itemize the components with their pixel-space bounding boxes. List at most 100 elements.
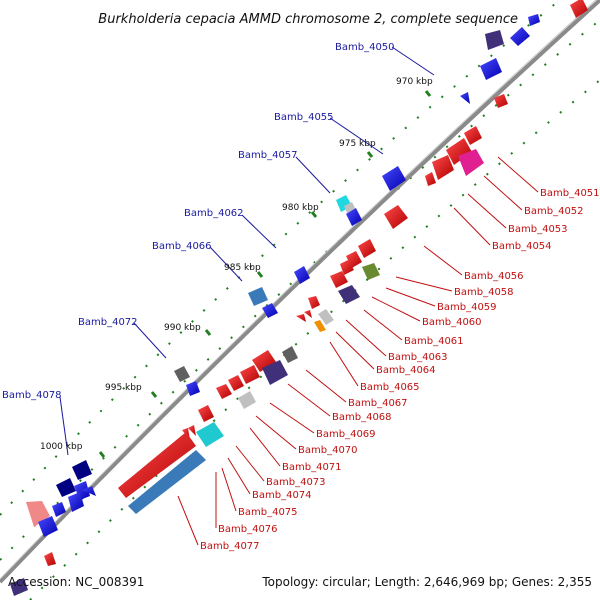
tick-label: 1000 kbp [40,442,83,452]
inner-leader-lines [177,156,539,546]
gene-block [570,0,588,18]
leader-line [345,319,387,357]
gene-block [528,14,540,26]
gene-block [188,425,196,436]
gene-block [510,27,530,46]
gene-block [382,166,406,191]
gene-block [494,94,508,108]
gene-block [238,391,256,409]
leader-line [295,156,331,194]
gene-block [118,432,196,498]
gene-block [52,502,66,517]
gene-block [252,350,276,372]
tick-label: 970 kbp [396,77,433,87]
gene-block [248,287,268,306]
gene-label[interactable]: Bamb_4073 [266,477,326,488]
gene-block [304,310,312,318]
dot-track-inner [29,79,600,600]
gene-label[interactable]: Bamb_4068 [332,412,392,423]
gene-label[interactable]: Bamb_4060 [422,317,482,328]
tick-mark [256,271,264,278]
gene-label[interactable]: Bamb_4065 [360,382,420,393]
gene-label[interactable]: Bamb_4074 [252,490,312,501]
leader-line [467,193,507,229]
leader-line [391,46,435,76]
dot-track-outer [0,0,561,516]
gene-label[interactable]: Bamb_4061 [404,336,464,347]
gene-label[interactable]: Bamb_4063 [388,352,448,363]
gene-block [38,516,58,537]
leader-line [329,341,359,387]
gene-block [262,360,288,385]
gene-block [26,501,50,527]
accession-text: Accession: NC_008391 [8,575,144,589]
gene-label[interactable]: Bamb_4057 [238,150,298,161]
gene-block [82,486,96,496]
gene-label[interactable]: Bamb_4052 [524,206,584,217]
genome-summary-text: Topology: circular; Length: 2,646,969 bp… [261,575,592,589]
gene-label[interactable]: Bamb_4059 [437,302,497,313]
leader-line [423,245,463,276]
inner-gene-labels: Bamb_4051 Bamb_4052 Bamb_4053 Bamb_4054 … [200,188,600,552]
gene-label[interactable]: Bamb_4051 [540,188,600,199]
gene-block [464,126,482,145]
gene-block [72,460,92,480]
leader-line [287,383,331,417]
leader-line [133,322,167,359]
tick-mark [98,451,106,458]
gene-label[interactable]: Bamb_4071 [282,462,342,473]
gene-block [216,384,232,399]
leader-line [221,467,237,512]
leader-line [249,427,281,467]
gene-label[interactable]: Bamb_4070 [298,445,358,456]
tick-label: 990 kbp [164,323,201,333]
gene-block [338,285,360,304]
leader-line [385,287,436,307]
gene-block [296,314,306,322]
gene-label[interactable]: Bamb_4055 [274,112,334,123]
gene-block [174,366,190,382]
leader-line [269,402,315,434]
gene-label[interactable]: Bamb_4058 [454,287,514,298]
gene-block [425,172,436,186]
gene-block [358,239,376,258]
gene-label[interactable]: Bamb_4075 [238,507,298,518]
gene-label[interactable]: Bamb_4064 [376,365,436,376]
gene-label[interactable]: Bamb_4053 [508,224,568,235]
gene-label[interactable]: Bamb_4076 [218,524,278,535]
gene-label[interactable]: Bamb_4050 [335,42,395,53]
tick-label: 980 kbp [282,203,319,213]
gene-label[interactable]: Bamb_4056 [464,271,524,282]
gene-block [432,155,454,180]
tick-label: 985 kbp [224,263,261,273]
tick-mark [310,211,318,218]
forward-genes [26,14,540,537]
gene-block [458,149,484,176]
leader-line [235,445,265,482]
leader-line [305,369,347,403]
gene-label[interactable]: Bamb_4077 [200,541,260,552]
gene-label[interactable]: Bamb_4072 [78,317,138,328]
leader-line [335,331,375,370]
reverse-genes [10,0,588,596]
gene-label[interactable]: Bamb_4067 [348,398,408,409]
gene-block [68,492,84,512]
gene-block [56,478,76,497]
gene-block [240,365,260,384]
gene-block [294,266,310,284]
gene-block [196,422,224,447]
gene-label[interactable]: Bamb_4054 [492,241,552,252]
gene-label[interactable]: Bamb_4078 [2,390,62,401]
tick-mark [366,151,374,158]
gene-block [308,296,320,309]
gene-block [10,578,28,596]
gene-block [228,375,244,391]
gene-label[interactable]: Bamb_4066 [152,241,212,252]
outer-gene-labels: Bamb_4050 Bamb_4055 Bamb_4057 Bamb_4062 … [2,42,395,401]
gene-label[interactable]: Bamb_4069 [316,429,376,440]
gene-block [485,30,504,50]
gene-label[interactable]: Bamb_4062 [184,208,244,219]
tick-labels: 970 kbp 975 kbp 980 kbp 985 kbp 990 kbp … [40,77,433,452]
